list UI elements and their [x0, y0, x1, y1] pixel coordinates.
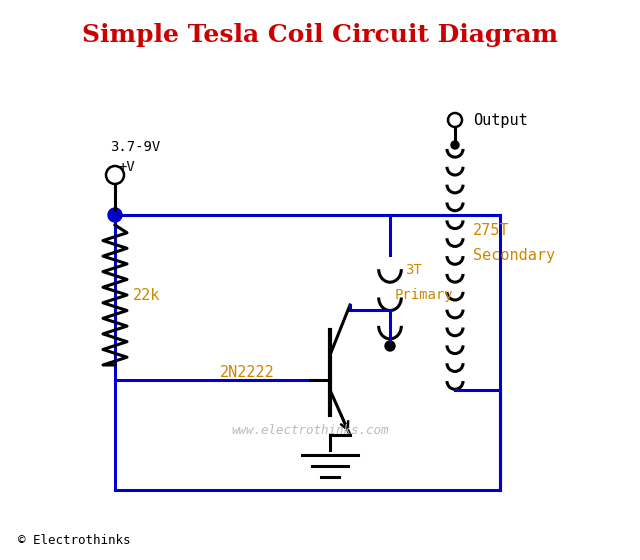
Circle shape [451, 141, 459, 149]
Text: 2N2222: 2N2222 [220, 365, 275, 380]
Text: Output: Output [473, 113, 528, 128]
Text: www.electrothinks.com: www.electrothinks.com [231, 423, 388, 436]
Text: 22k: 22k [133, 287, 161, 302]
Text: 3T: 3T [405, 263, 422, 277]
Text: Secondary: Secondary [473, 248, 555, 263]
Text: +V: +V [118, 160, 135, 174]
Circle shape [385, 341, 395, 351]
Text: © Electrothinks: © Electrothinks [18, 534, 131, 547]
Text: Primary: Primary [395, 288, 454, 302]
Text: Simple Tesla Coil Circuit Diagram: Simple Tesla Coil Circuit Diagram [82, 23, 558, 47]
Text: 275T: 275T [473, 222, 509, 237]
Circle shape [108, 208, 122, 222]
Text: 3.7-9V: 3.7-9V [110, 140, 160, 154]
